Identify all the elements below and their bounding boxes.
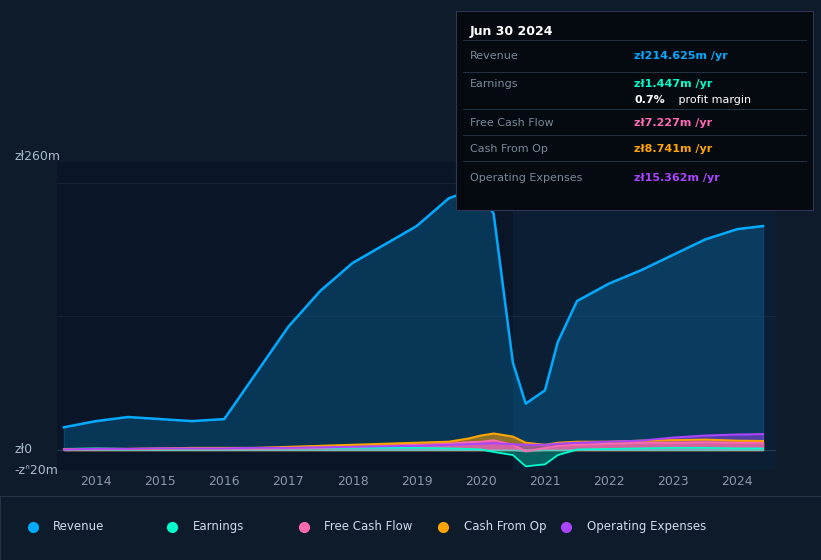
Bar	[513, 162, 776, 470]
Text: Earnings: Earnings	[470, 79, 518, 89]
Text: zł260m: zł260m	[15, 150, 61, 163]
Text: Jun 30 2024: Jun 30 2024	[470, 25, 553, 38]
Text: Operating Expenses: Operating Expenses	[587, 520, 706, 533]
Text: zł214.625m /yr: zł214.625m /yr	[635, 51, 728, 61]
Text: zł0: zł0	[15, 444, 33, 456]
Text: Earnings: Earnings	[193, 520, 245, 533]
Text: Cash From Op: Cash From Op	[464, 520, 546, 533]
Text: Free Cash Flow: Free Cash Flow	[470, 118, 553, 128]
Text: Revenue: Revenue	[53, 520, 105, 533]
Text: profit margin: profit margin	[676, 95, 751, 105]
Text: Free Cash Flow: Free Cash Flow	[324, 520, 413, 533]
Text: zł7.227m /yr: zł7.227m /yr	[635, 118, 713, 128]
Text: zł8.741m /yr: zł8.741m /yr	[635, 144, 713, 155]
Text: zł15.362m /yr: zł15.362m /yr	[635, 173, 720, 183]
Text: zł1.447m /yr: zł1.447m /yr	[635, 79, 713, 89]
Text: -zᐢ20m: -zᐢ20m	[15, 464, 58, 477]
Text: 0.7%: 0.7%	[635, 95, 665, 105]
Text: Cash From Op: Cash From Op	[470, 144, 548, 155]
Text: Revenue: Revenue	[470, 51, 519, 61]
Text: Operating Expenses: Operating Expenses	[470, 173, 582, 183]
